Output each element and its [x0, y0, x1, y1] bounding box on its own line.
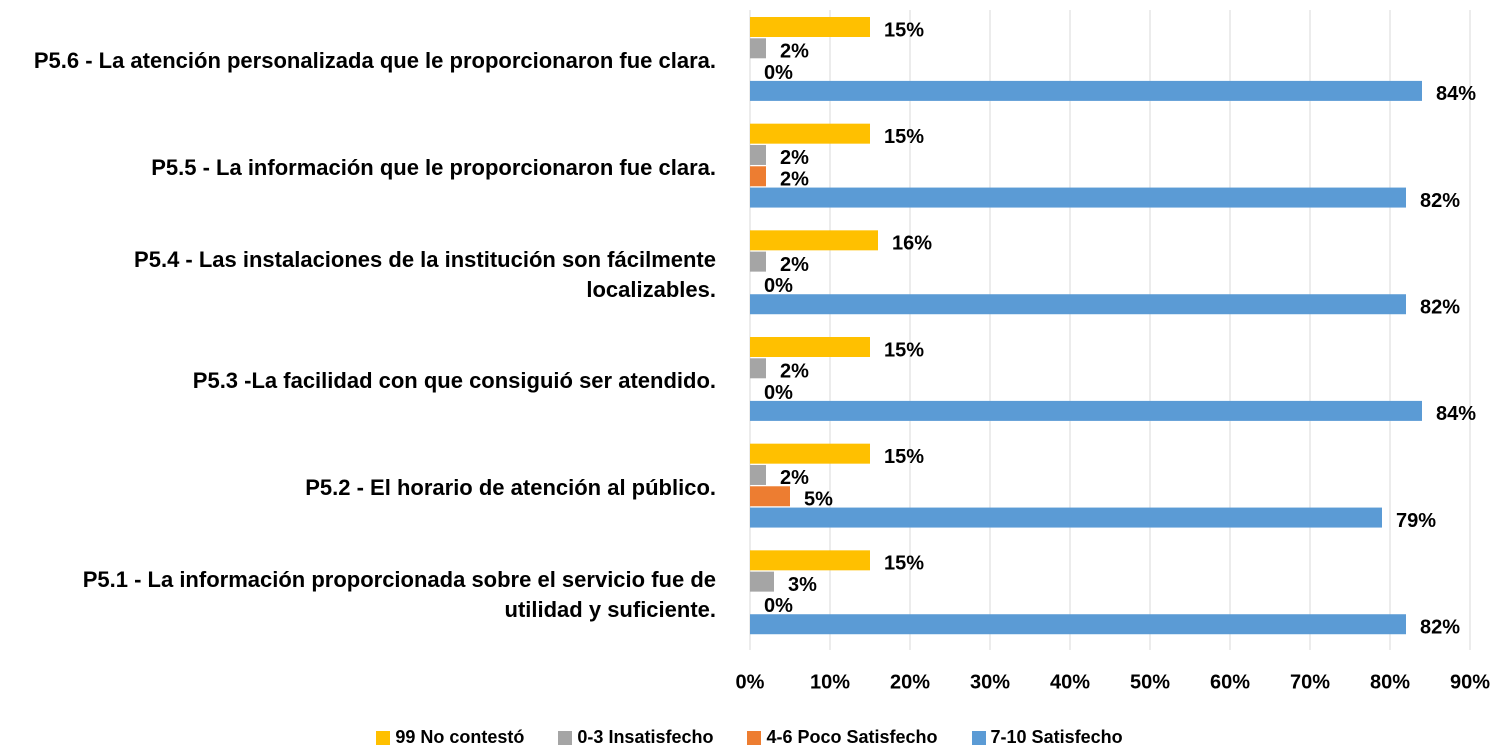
data-label: 5% [804, 489, 833, 511]
category-label: P5.5 - La información que le proporciona… [151, 155, 716, 180]
legend-item: 0-3 Insatisfecho [558, 727, 713, 748]
x-tick-label: 40% [1050, 671, 1090, 693]
legend-label: 99 No contestó [395, 727, 525, 747]
legend-swatch [971, 730, 986, 745]
data-label: 15% [884, 339, 924, 361]
data-label: 15% [884, 446, 924, 468]
bar [750, 187, 1406, 208]
bar [750, 400, 1422, 421]
data-label: 2% [780, 361, 809, 383]
category-label: P5.2 - El horario de atención al público… [305, 475, 716, 500]
bar [750, 38, 766, 59]
x-tick-label: 10% [810, 671, 850, 693]
x-tick-label: 50% [1130, 671, 1170, 693]
data-label: 0% [764, 62, 793, 84]
category-label: P5.3 -La facilidad con que consiguió ser… [192, 368, 716, 394]
data-label: 2% [780, 467, 809, 489]
data-label: 0% [764, 595, 793, 617]
bar [750, 550, 870, 571]
category-label: P5.4 - Las instalaciones de la instituci… [134, 246, 716, 302]
data-label: 2% [780, 147, 809, 169]
data-label: 82% [1420, 617, 1460, 639]
bar [750, 614, 1406, 635]
data-label: 15% [884, 553, 924, 575]
data-label: 79% [1396, 510, 1436, 532]
data-label: 82% [1420, 297, 1460, 319]
x-tick-label: 60% [1210, 671, 1250, 693]
bar [750, 443, 870, 464]
x-tick-label: 90% [1450, 671, 1490, 693]
data-label: 0% [764, 382, 793, 404]
data-label: 2% [780, 41, 809, 63]
bar [750, 337, 870, 357]
bar [750, 230, 878, 251]
legend-swatch [376, 730, 391, 745]
legend-item: 7-10 Satisfecho [971, 727, 1123, 748]
legend-label: 4-6 Poco Satisfecho [766, 727, 938, 747]
x-tick-label: 70% [1290, 671, 1330, 693]
bar [750, 486, 790, 507]
data-label: 2% [780, 254, 809, 276]
data-label: 16% [892, 233, 932, 255]
legend: 99 No contestó 0-3 Insatisfecho 4-6 Poco S… [0, 727, 1499, 748]
bar [750, 17, 870, 37]
bar [750, 507, 1382, 528]
x-tick-label: 20% [890, 671, 930, 693]
bar [750, 358, 766, 379]
bar [750, 166, 766, 187]
bar [750, 144, 766, 165]
legend-swatch [558, 730, 573, 745]
bar [750, 294, 1406, 315]
legend-label: 7-10 Satisfecho [990, 727, 1123, 747]
category-label: P5.6 - La atención personalizada que le … [33, 48, 716, 74]
bar [750, 123, 870, 144]
bar [750, 80, 1422, 101]
legend-item: 4-6 Poco Satisfecho [747, 727, 938, 748]
data-label: 15% [884, 126, 924, 148]
x-tick-label: 30% [970, 671, 1010, 693]
data-label: 0% [764, 275, 793, 297]
data-label: 3% [788, 574, 817, 596]
data-label: 15% [884, 19, 924, 41]
bar [750, 251, 766, 272]
legend-swatch [747, 730, 762, 745]
category-label: P5.1 - La información proporcionada sobr… [82, 566, 716, 622]
data-label: 2% [780, 169, 809, 191]
legend-label: 0-3 Insatisfecho [577, 727, 714, 747]
x-tick-label: 0% [736, 671, 765, 693]
legend-item: 99 No contestó [376, 727, 524, 748]
bar [750, 571, 774, 592]
data-label: 84% [1436, 83, 1476, 105]
data-label: 82% [1420, 190, 1460, 212]
data-label: 84% [1436, 403, 1476, 425]
bar [750, 464, 766, 485]
x-tick-label: 80% [1370, 671, 1410, 693]
